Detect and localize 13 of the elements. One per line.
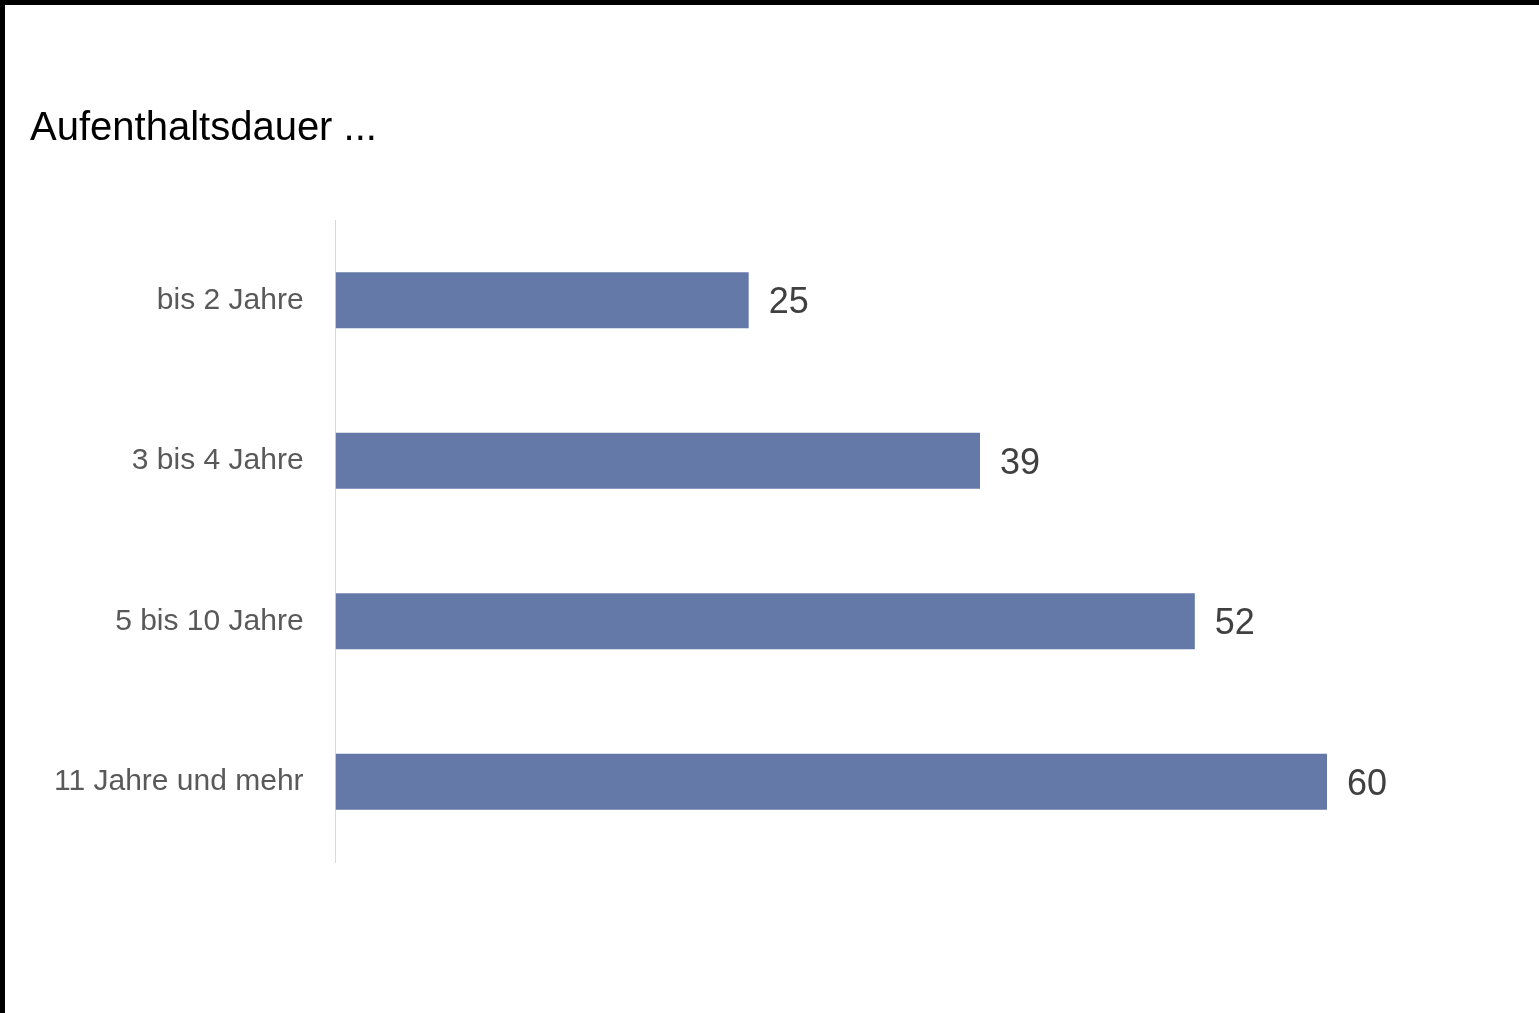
data-label: 25 bbox=[768, 280, 809, 322]
bar bbox=[335, 432, 981, 489]
data-label: 60 bbox=[1347, 761, 1388, 803]
bar bbox=[335, 272, 749, 329]
chart-title: Aufenthaltsdauer ... bbox=[30, 104, 377, 149]
y-tick-label: 11 Jahre und mehr bbox=[53, 763, 304, 797]
data-label: 52 bbox=[1214, 601, 1255, 643]
bar bbox=[335, 753, 1327, 810]
y-tick-label: 3 bis 4 Jahre bbox=[131, 442, 304, 476]
y-tick-label: 5 bis 10 Jahre bbox=[115, 602, 304, 636]
y-tick-label: bis 2 Jahre bbox=[156, 281, 304, 315]
data-label: 39 bbox=[1000, 440, 1041, 482]
bar bbox=[335, 593, 1195, 650]
